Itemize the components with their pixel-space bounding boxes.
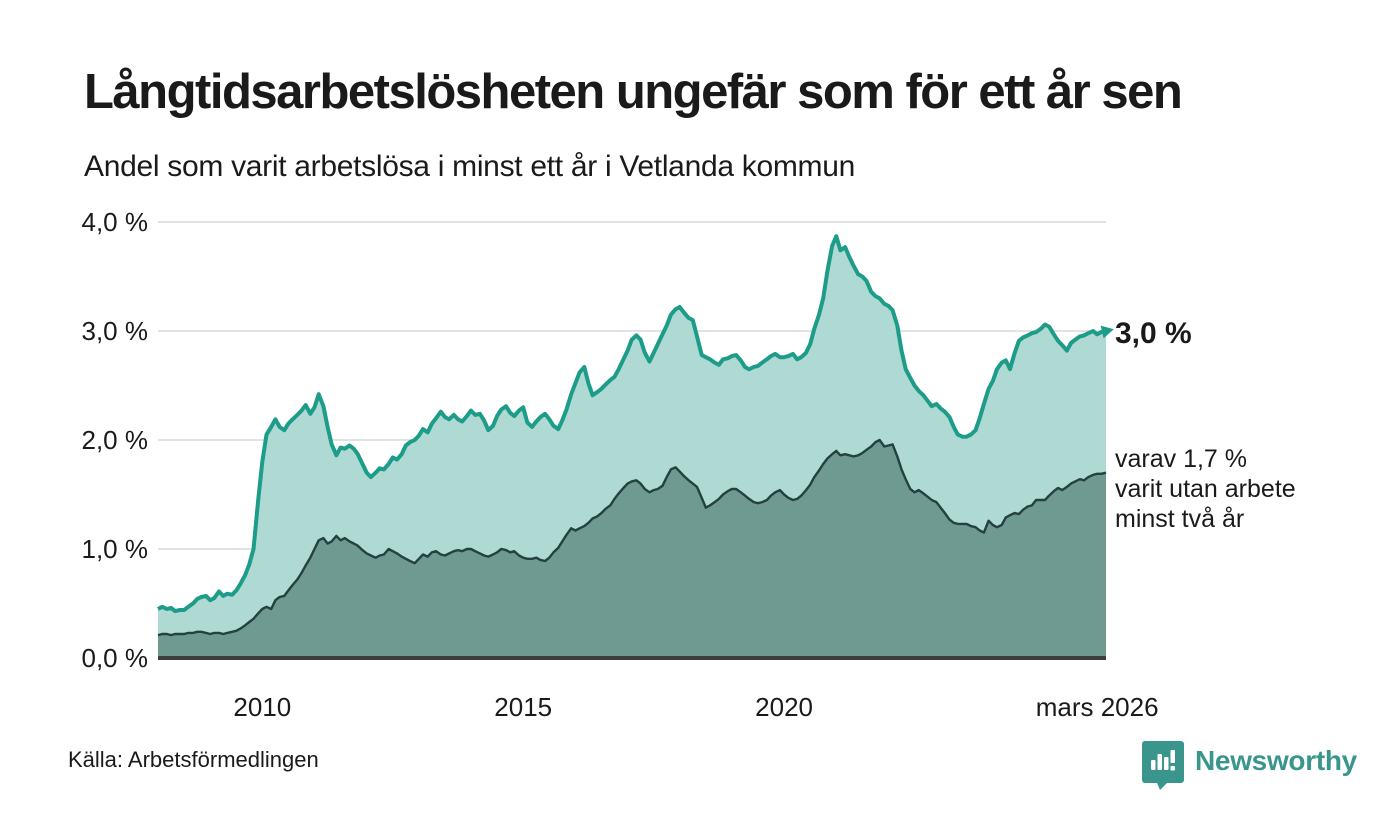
y-axis-tick-label: 0,0 %	[81, 643, 149, 673]
x-axis-tick-label: mars 2026	[1035, 692, 1159, 722]
page-title: Långtidsarbetslösheten ungefär som för e…	[84, 65, 1183, 119]
y-axis-tick-label: 2,0 %	[81, 425, 149, 455]
series-end-label-two-years: varav 1,7 % varit utan arbete minst två …	[1115, 444, 1296, 534]
y-axis-tick-label: 3,0 %	[81, 316, 149, 346]
area-fill-unemployed-two-years	[158, 440, 1106, 658]
source-credit: Källa: Arbetsförmedlingen	[68, 747, 319, 772]
x-axis-tick-label: 2020	[755, 692, 813, 722]
x-axis-tick-label: 2010	[233, 692, 292, 722]
series-end-label-line-2: varit utan arbete	[1115, 475, 1296, 503]
x-axis-tick-label: 2015	[494, 692, 553, 722]
y-axis-tick-label: 4,0 %	[81, 207, 149, 237]
newsworthy-wordmark: Newsworthy	[1195, 745, 1357, 776]
newsworthy-branding: Newsworthy	[1141, 740, 1357, 795]
series-end-label-line-1: varav 1,7 %	[1115, 445, 1248, 473]
chart-subtitle: Andel som varit arbetslösa i minst ett å…	[84, 150, 855, 183]
line-unemployed-two-years	[157, 438, 1107, 637]
series-end-label-total: 3,0 %	[1115, 317, 1192, 350]
newsworthy-logo-icon	[1141, 740, 1185, 795]
line-end-arrow-icon	[1100, 325, 1114, 339]
series-end-label-line-3: minst två år	[1115, 505, 1245, 533]
line-unemployed-one-year	[157, 234, 1107, 614]
y-axis-tick-label: 1,0 %	[81, 534, 149, 564]
